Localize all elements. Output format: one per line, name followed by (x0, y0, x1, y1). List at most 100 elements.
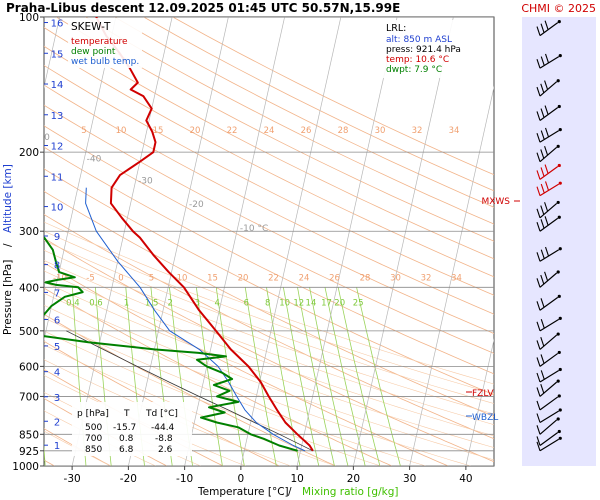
altitude-tick-label: 13 (51, 111, 64, 122)
isotherm-line (409, 85, 494, 466)
pressure-tick-label: 400 (19, 282, 39, 294)
moist-adiabat-line (44, 260, 494, 425)
y-axis-label-altitude: Altitude [km] (2, 164, 14, 233)
isotherm-line (71, 17, 173, 466)
theta-label: 0 (118, 273, 123, 283)
table-header-t: T (123, 409, 130, 419)
lrl-box: LRL: alt: 850 m ASL press: 921.4 hPa tem… (383, 20, 486, 78)
table-cell: 2.6 (158, 445, 173, 455)
x-tick-label: 10 (290, 473, 303, 485)
theta-label: 5 (149, 273, 154, 283)
isotherm-label: -50 (35, 133, 50, 143)
mixing-ratio-label: 1.5 (145, 299, 159, 309)
wbzl-label: WBZL (472, 413, 498, 423)
table-cell: 700 (85, 434, 102, 444)
x-tick-label: -10 (176, 473, 193, 485)
table-cell: 500 (85, 423, 102, 433)
theta-label: 20 (238, 273, 249, 283)
lrl-title: LRL: (386, 23, 406, 34)
altitude-tick-label: 5 (54, 342, 60, 353)
wind-barb (536, 379, 560, 397)
x-axis-label-mixing-ratio: Mixing ratio [g/kg] (302, 486, 398, 498)
table-cell: -44.4 (151, 423, 175, 433)
pressure-tick-label: 1000 (12, 461, 39, 473)
altitude-tick-label: 9 (54, 232, 60, 243)
theta-label: 28 (360, 273, 371, 283)
dry-adiabat-line (44, 64, 494, 296)
wind-barb (536, 429, 561, 446)
y-axis-title: Pressure [hPa] / Altitude [km] (2, 164, 14, 335)
lrl-pressure: press: 921.4 hPa (386, 45, 461, 55)
table-cell: 6.8 (119, 445, 134, 455)
wind-barb (536, 408, 562, 423)
wind-barb (536, 127, 562, 143)
isotherm-label: -40 (87, 155, 102, 165)
wind-barb (536, 20, 561, 37)
mixing-ratio-label: 20 (334, 299, 345, 309)
wind-barb (536, 316, 562, 332)
plot-area (43, 16, 495, 467)
pressure-tick-label: 600 (19, 361, 39, 373)
isotherm-line (240, 17, 342, 466)
y-axis-label-pressure: Pressure [hPa] (2, 260, 14, 335)
axes: -30 -20 -10 0 10 20 30 401002003004005006007008… (12, 12, 472, 485)
isotherm-line (128, 17, 229, 466)
wind-barb (536, 367, 562, 383)
pressure-tick-label: 200 (19, 147, 39, 159)
wind-barb (536, 417, 560, 435)
mixing-ratio-label: 14 (306, 299, 317, 309)
theta-label: -10 (53, 273, 67, 283)
wind-barb (536, 394, 561, 411)
mixing-ratio-label: 0.6 (89, 299, 103, 309)
moist-adiabat-line (44, 240, 494, 404)
isotherm-label: -10 °C (240, 224, 268, 234)
pressure-tick-label: 500 (19, 326, 39, 338)
dry-adiabat-line (44, 168, 494, 396)
dry-adiabat-line (44, 125, 494, 354)
pressure-tick-label: 850 (19, 429, 39, 441)
theta-label: 5 (81, 126, 86, 136)
wind-barb (536, 163, 561, 180)
theta-label: 30 (375, 126, 386, 136)
pressure-tick-label: 100 (19, 12, 39, 24)
altitude-tick-label: 15 (51, 49, 64, 60)
wind-barb (536, 332, 560, 350)
theta-label: 15 (153, 126, 164, 136)
wind-barb (536, 200, 560, 219)
table-cell: -15.7 (113, 423, 136, 433)
altitude-tick-label: 1 (54, 441, 60, 452)
x-tick-label: 30 (403, 473, 416, 485)
dry-adiabat-line (44, 104, 494, 334)
legend-box: SKEW-T temperature dew point wet bulb te… (68, 18, 142, 68)
temperature-profile (95, 17, 314, 452)
legend-title: SKEW-T (71, 21, 111, 33)
profiles (44, 17, 314, 452)
x-tick-label: -30 (64, 473, 81, 485)
dew-point-profile (44, 236, 298, 452)
mixing-ratio-label: 25 (353, 299, 364, 309)
wind-barb (536, 270, 560, 288)
theta-label: 32 (412, 126, 423, 136)
mixing-ratio-label: 3 (195, 299, 200, 309)
altitude-tick-label: 2 (54, 417, 60, 428)
theta-label: 32 (421, 273, 432, 283)
theta-label: -5 (86, 273, 94, 283)
lrl-dewpoint: dwpt: 7.9 °C (386, 65, 442, 75)
table-cell: -8.8 (155, 434, 173, 444)
isotherm-line (296, 17, 398, 466)
moist-adiabat-line (44, 249, 494, 415)
wind-panel (522, 17, 596, 466)
altitude-tick-label: 4 (54, 368, 60, 379)
mixing-ratio-label: 2 (168, 299, 173, 309)
pressure-tick-label: 300 (19, 226, 39, 238)
mixing-ratio-label: 0.4 (66, 299, 80, 309)
x-tick-label: -20 (120, 473, 137, 485)
theta-label: 20 (190, 126, 201, 136)
legend-dew-point: dew point (71, 47, 116, 57)
credit-label: CHMI © 2025 (521, 2, 596, 15)
fzlv-label: FZLV (472, 389, 494, 399)
legend-wet-bulb: wet bulb temp. (71, 57, 139, 67)
isotherm-label: -30 (138, 177, 153, 187)
table-header-p: p [hPa] (77, 409, 109, 419)
dry-adiabat-line (56, 17, 494, 242)
